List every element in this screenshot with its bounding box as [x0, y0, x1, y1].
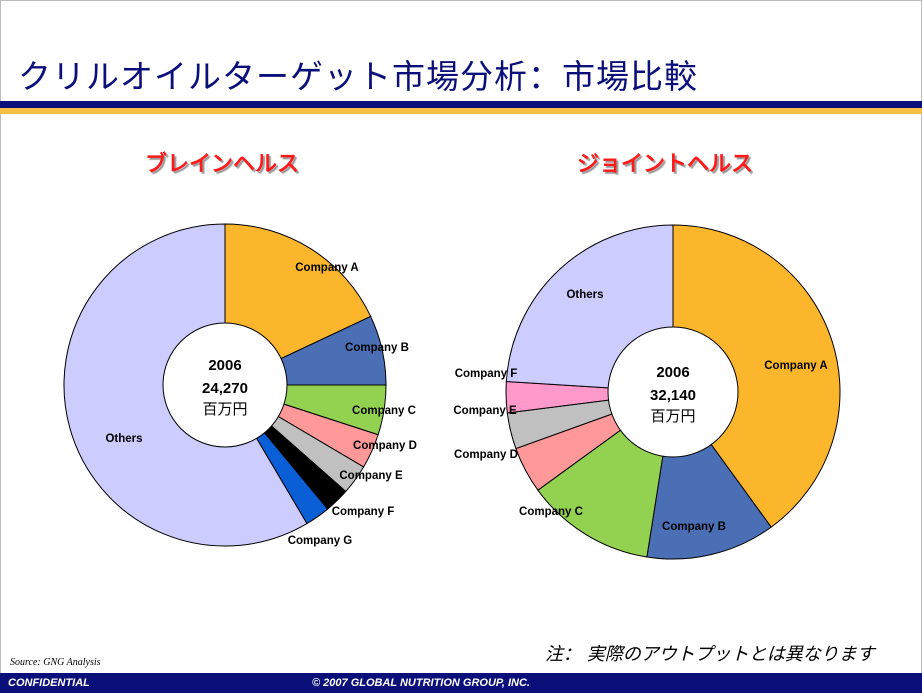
disclaimer-note: 注： 実際のアウトプットとは異なります [545, 644, 875, 665]
slice-label: Others [566, 289, 603, 301]
slide-title: クリルオイルターゲット市場分析：市場比較 [18, 57, 698, 96]
center-year: 2006 [208, 357, 241, 374]
footer-bar: CONFIDENTIAL © 2007 GLOBAL NUTRITION GRO… [0, 673, 922, 693]
center-unit: 百万円 [202, 400, 247, 418]
pie-chart-1: 2006 24,270 百万円 Company A Company B Company C… [63, 223, 417, 547]
slice-label: Company C [352, 405, 416, 417]
donut-center [607, 326, 739, 458]
pie-slice-company-a [672, 224, 841, 528]
title-rule-gold [0, 108, 922, 114]
slice-label: Company F [332, 506, 395, 518]
slice-label: Company B [345, 342, 409, 354]
slice-label: Company G [288, 535, 353, 547]
center-unit: 百万円 [650, 407, 695, 425]
chart-title-brain-health: ブレインヘルス [145, 152, 300, 177]
slice-label: Company E [453, 405, 517, 417]
center-year: 2006 [656, 364, 689, 381]
chart-title-joint-health: ジョイントヘルス [577, 152, 754, 177]
slice-label: Company A [295, 262, 358, 274]
footer-copyright: © 2007 GLOBAL NUTRITION GROUP, INC. [312, 677, 530, 689]
donut-center [162, 322, 288, 448]
slice-label: Company A [764, 360, 827, 372]
title-rule-navy [0, 101, 922, 108]
source-note: Source: GNG Analysis [10, 657, 101, 668]
slice-label: Company D [454, 449, 518, 461]
slice-label: Company E [339, 470, 403, 482]
slice-label: Others [105, 433, 142, 445]
footer-confidential: CONFIDENTIAL [8, 677, 90, 689]
pie-chart-2: 2006 32,140 百万円 Company A Company B Company C… [453, 224, 841, 560]
slice-label: Company C [519, 506, 583, 518]
center-value: 24,270 [202, 380, 248, 397]
center-value: 32,140 [650, 387, 696, 404]
slice-label: Company F [455, 368, 518, 380]
slice-label: Company B [662, 521, 726, 533]
slice-label: Company D [353, 440, 417, 452]
